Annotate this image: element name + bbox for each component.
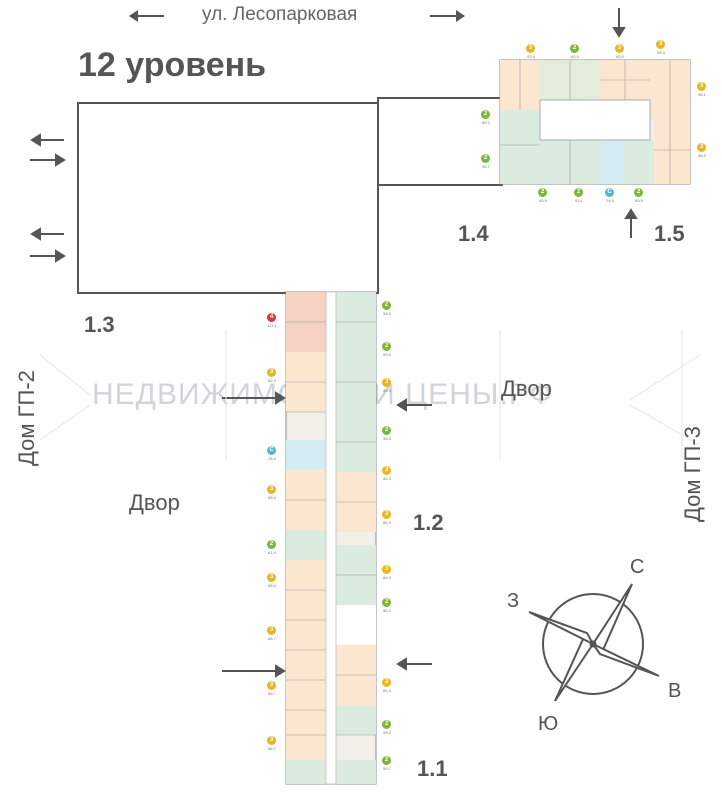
entrance-arrows-1-5 [612, 8, 638, 238]
neighbor-house-right: Дом ГП-3 [680, 426, 705, 522]
entrance-arrows-1-3 [30, 133, 66, 263]
apartment-area: 86.7 [268, 691, 276, 696]
section-1-2-plan [285, 291, 377, 785]
apartment-area: 84.4 [383, 575, 391, 580]
apartment-area: 60.5 [635, 198, 643, 203]
apartment-area: 86.7 [268, 636, 276, 641]
apartment-rooms-badge[interactable]: 2 [570, 44, 579, 53]
apartment-area: 56.7 [482, 164, 490, 169]
apartment-rooms-badge[interactable]: 2 [634, 188, 643, 197]
yard-left-label: Двор [129, 490, 180, 515]
apartment-rooms-badge[interactable]: 2 [382, 756, 391, 765]
background-markers [39, 330, 701, 460]
section-1-5-label: 1.5 [654, 221, 685, 246]
apartment-rooms-badge[interactable]: 2 [382, 301, 391, 310]
section-1-2-label: 1.2 [413, 510, 444, 535]
apartment-area: 28.9 [606, 198, 614, 203]
apartment-rooms-badge[interactable]: 2 [382, 426, 391, 435]
apartment-area: 55.7 [383, 766, 391, 771]
apartment-area: 62.0 [571, 54, 579, 59]
apartment-rooms-badge[interactable]: 3 [267, 681, 276, 690]
apartment-area: 82.3 [383, 476, 391, 481]
apartment-rooms-badge[interactable]: 3 [382, 378, 391, 387]
apartment-rooms-badge[interactable]: 2 [382, 598, 391, 607]
apartment-rooms-badge[interactable]: С [605, 188, 614, 197]
apartment-area: 86.6 [268, 583, 276, 588]
apartment-rooms-badge[interactable]: С [267, 446, 276, 455]
entrance-arrows-1-2 [222, 391, 432, 678]
section-1-5-plan [499, 59, 691, 185]
apartment-rooms-badge[interactable]: 3 [615, 44, 624, 53]
apartment-area: 84.9 [383, 388, 391, 393]
apartment-area: 63.1 [575, 198, 583, 203]
apartment-rooms-badge[interactable]: 3 [267, 573, 276, 582]
section-1-1-label: 1.1 [417, 756, 448, 781]
arrow-right-icon [430, 10, 465, 22]
section-1-3-label: 1.3 [84, 312, 115, 337]
apartment-rooms-badge[interactable]: 3 [267, 368, 276, 377]
apartment-rooms-badge[interactable]: 3 [697, 143, 706, 152]
neighbor-house-left: Дом ГП-2 [14, 370, 39, 466]
apartment-rooms-badge[interactable]: 3 [382, 565, 391, 574]
apartment-area: 59.5 [383, 436, 391, 441]
apartment-area: 59.3 [383, 730, 391, 735]
apartment-area: 80.0 [616, 54, 624, 59]
apartment-rooms-badge[interactable]: 2 [382, 342, 391, 351]
apartment-area: 56.2 [383, 608, 391, 613]
apartment-rooms-badge[interactable]: 3 [267, 736, 276, 745]
apartment-area: 69.2 [482, 120, 490, 125]
compass-icon [528, 583, 660, 702]
apartment-area: 88.9 [698, 153, 706, 158]
level-title: 12 уровень [78, 46, 267, 84]
apartment-rooms-badge[interactable]: 3 [267, 626, 276, 635]
compass-west: З [507, 590, 520, 612]
apartment-area: 86.6 [268, 495, 276, 500]
apartment-rooms-badge[interactable]: 3 [382, 466, 391, 475]
apartment-rooms-badge[interactable]: 2 [382, 720, 391, 729]
apartment-area: 95.4 [657, 50, 665, 55]
apartment-area: 84.4 [383, 688, 391, 693]
apartment-rooms-badge[interactable]: 3 [697, 82, 706, 91]
apartment-area: 28.4 [268, 456, 276, 461]
apartment-rooms-badge[interactable]: 3 [267, 485, 276, 494]
apartment-area: 86.4 [383, 520, 391, 525]
apartment-rooms-badge[interactable]: 4 [267, 313, 276, 322]
apartment-rooms-badge[interactable]: 3 [656, 40, 665, 49]
apartment-area: 86.7 [268, 746, 276, 751]
section-1-4-label: 1.4 [458, 221, 489, 246]
apartment-area: 65.5 [539, 198, 547, 203]
apartment-rooms-badge[interactable]: 2 [267, 540, 276, 549]
apartment-area: 93.5 [527, 54, 535, 59]
apartment-area: 59.4 [383, 352, 391, 357]
apartment-rooms-badge[interactable]: 2 [538, 188, 547, 197]
street-name: ул. Лесопарковая [202, 4, 358, 25]
compass-south: Ю [538, 713, 559, 735]
street-label: ул. Лесопарковая [129, 4, 480, 28]
apartment-area: 96.1 [698, 92, 706, 97]
apartment-rooms-badge[interactable]: 2 [481, 154, 490, 163]
apartment-area: 53.0 [383, 311, 391, 316]
apartment-rooms-badge[interactable]: 2 [574, 188, 583, 197]
apartment-area: 113.1 [267, 323, 277, 328]
yard-right-label: Двор [501, 376, 552, 401]
compass-east: В [668, 680, 682, 702]
apartment-rooms-badge[interactable]: 3 [382, 510, 391, 519]
apartment-area: 61.4 [268, 550, 276, 555]
apartment-rooms-badge[interactable]: 3 [526, 44, 535, 53]
section-1-3-block [77, 102, 379, 294]
apartment-rooms-badge[interactable]: 3 [382, 678, 391, 687]
compass-north: С [630, 556, 645, 578]
apartment-area: 82.9 [268, 378, 276, 383]
apartment-rooms-badge[interactable]: 2 [481, 110, 490, 119]
arrow-left-icon [129, 10, 164, 22]
